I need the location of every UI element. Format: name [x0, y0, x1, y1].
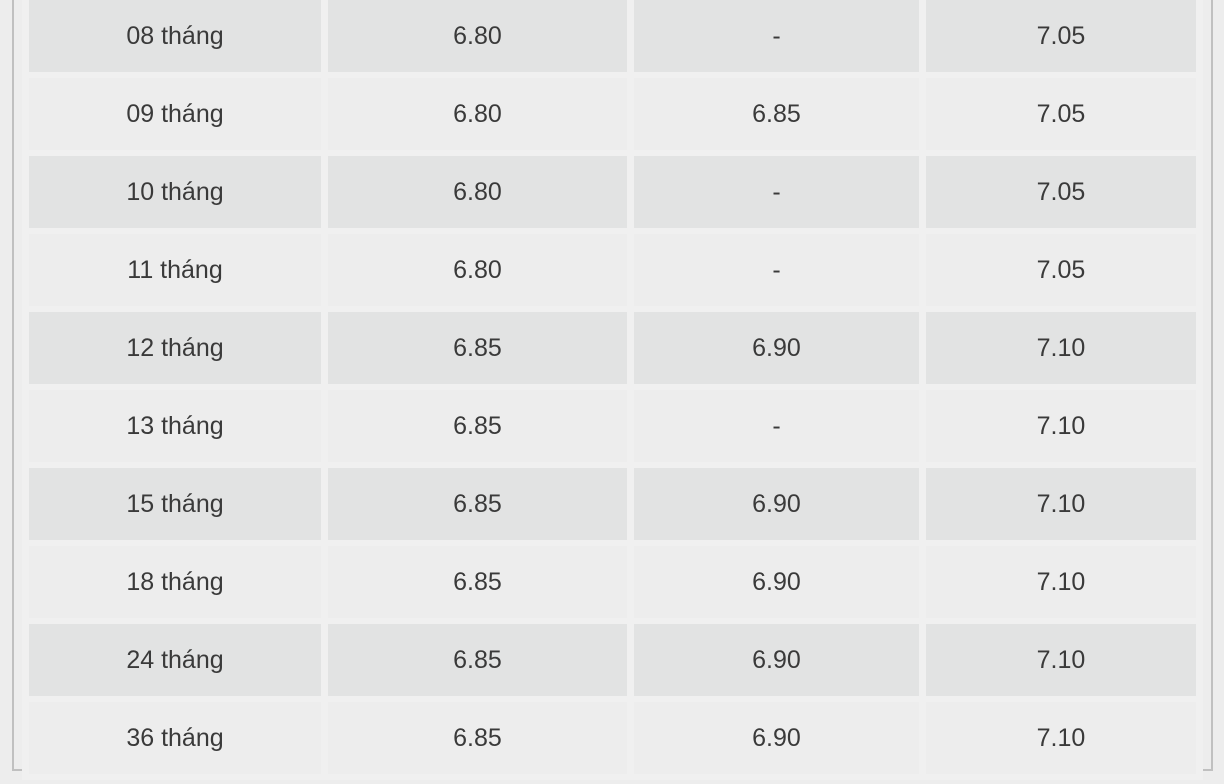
- rate-cell: 7.10: [926, 624, 1196, 696]
- table-row: 18 tháng 6.85 6.90 7.10: [29, 546, 1196, 618]
- interest-rate-table-panel: 08 tháng 6.80 - 7.05 09 tháng 6.80 6.85 …: [12, 0, 1213, 780]
- rate-cell: 7.05: [926, 156, 1196, 228]
- rate-cell: 6.80: [328, 156, 627, 228]
- rate-cell: 6.85: [328, 546, 627, 618]
- table-row: 08 tháng 6.80 - 7.05: [29, 0, 1196, 72]
- rate-cell: 7.05: [926, 78, 1196, 150]
- rate-cell: 7.05: [926, 0, 1196, 72]
- rate-cell: 6.85: [328, 468, 627, 540]
- term-cell: 12 tháng: [29, 312, 321, 384]
- rate-cell: 6.85: [328, 312, 627, 384]
- rate-cell: 6.90: [634, 624, 919, 696]
- rate-cell: 6.90: [634, 468, 919, 540]
- term-cell: 36 tháng: [29, 702, 321, 774]
- rate-cell: 6.80: [328, 234, 627, 306]
- rate-cell: 6.85: [634, 78, 919, 150]
- table-row: 12 tháng 6.85 6.90 7.10: [29, 312, 1196, 384]
- term-cell: 15 tháng: [29, 468, 321, 540]
- rate-cell: 7.05: [926, 234, 1196, 306]
- rate-cell: 7.10: [926, 312, 1196, 384]
- rate-cell: 7.10: [926, 390, 1196, 462]
- table-row: 10 tháng 6.80 - 7.05: [29, 156, 1196, 228]
- rate-cell: 6.90: [634, 546, 919, 618]
- rate-cell: 7.10: [926, 468, 1196, 540]
- rate-cell: 6.85: [328, 390, 627, 462]
- rate-cell: 6.90: [634, 702, 919, 774]
- rate-cell: 6.90: [634, 312, 919, 384]
- term-cell: 13 tháng: [29, 390, 321, 462]
- rate-cell: 6.85: [328, 624, 627, 696]
- rate-cell: -: [634, 390, 919, 462]
- term-cell: 09 tháng: [29, 78, 321, 150]
- term-cell: 10 tháng: [29, 156, 321, 228]
- table-row: 11 tháng 6.80 - 7.05: [29, 234, 1196, 306]
- rate-cell: -: [634, 156, 919, 228]
- table-row: 24 tháng 6.85 6.90 7.10: [29, 624, 1196, 696]
- rate-cell: 6.80: [328, 78, 627, 150]
- rate-cell: 6.85: [328, 702, 627, 774]
- term-cell: 11 tháng: [29, 234, 321, 306]
- term-cell: 24 tháng: [29, 624, 321, 696]
- rate-cell: 7.10: [926, 546, 1196, 618]
- table-row: 09 tháng 6.80 6.85 7.05: [29, 78, 1196, 150]
- table-row: 13 tháng 6.85 - 7.10: [29, 390, 1196, 462]
- rate-cell: -: [634, 234, 919, 306]
- table-row: 15 tháng 6.85 6.90 7.10: [29, 468, 1196, 540]
- rate-cell: 6.80: [328, 0, 627, 72]
- rate-cell: -: [634, 0, 919, 72]
- table-row: 36 tháng 6.85 6.90 7.10: [29, 702, 1196, 774]
- interest-rate-table: 08 tháng 6.80 - 7.05 09 tháng 6.80 6.85 …: [22, 0, 1203, 780]
- term-cell: 18 tháng: [29, 546, 321, 618]
- rate-cell: 7.10: [926, 702, 1196, 774]
- term-cell: 08 tháng: [29, 0, 321, 72]
